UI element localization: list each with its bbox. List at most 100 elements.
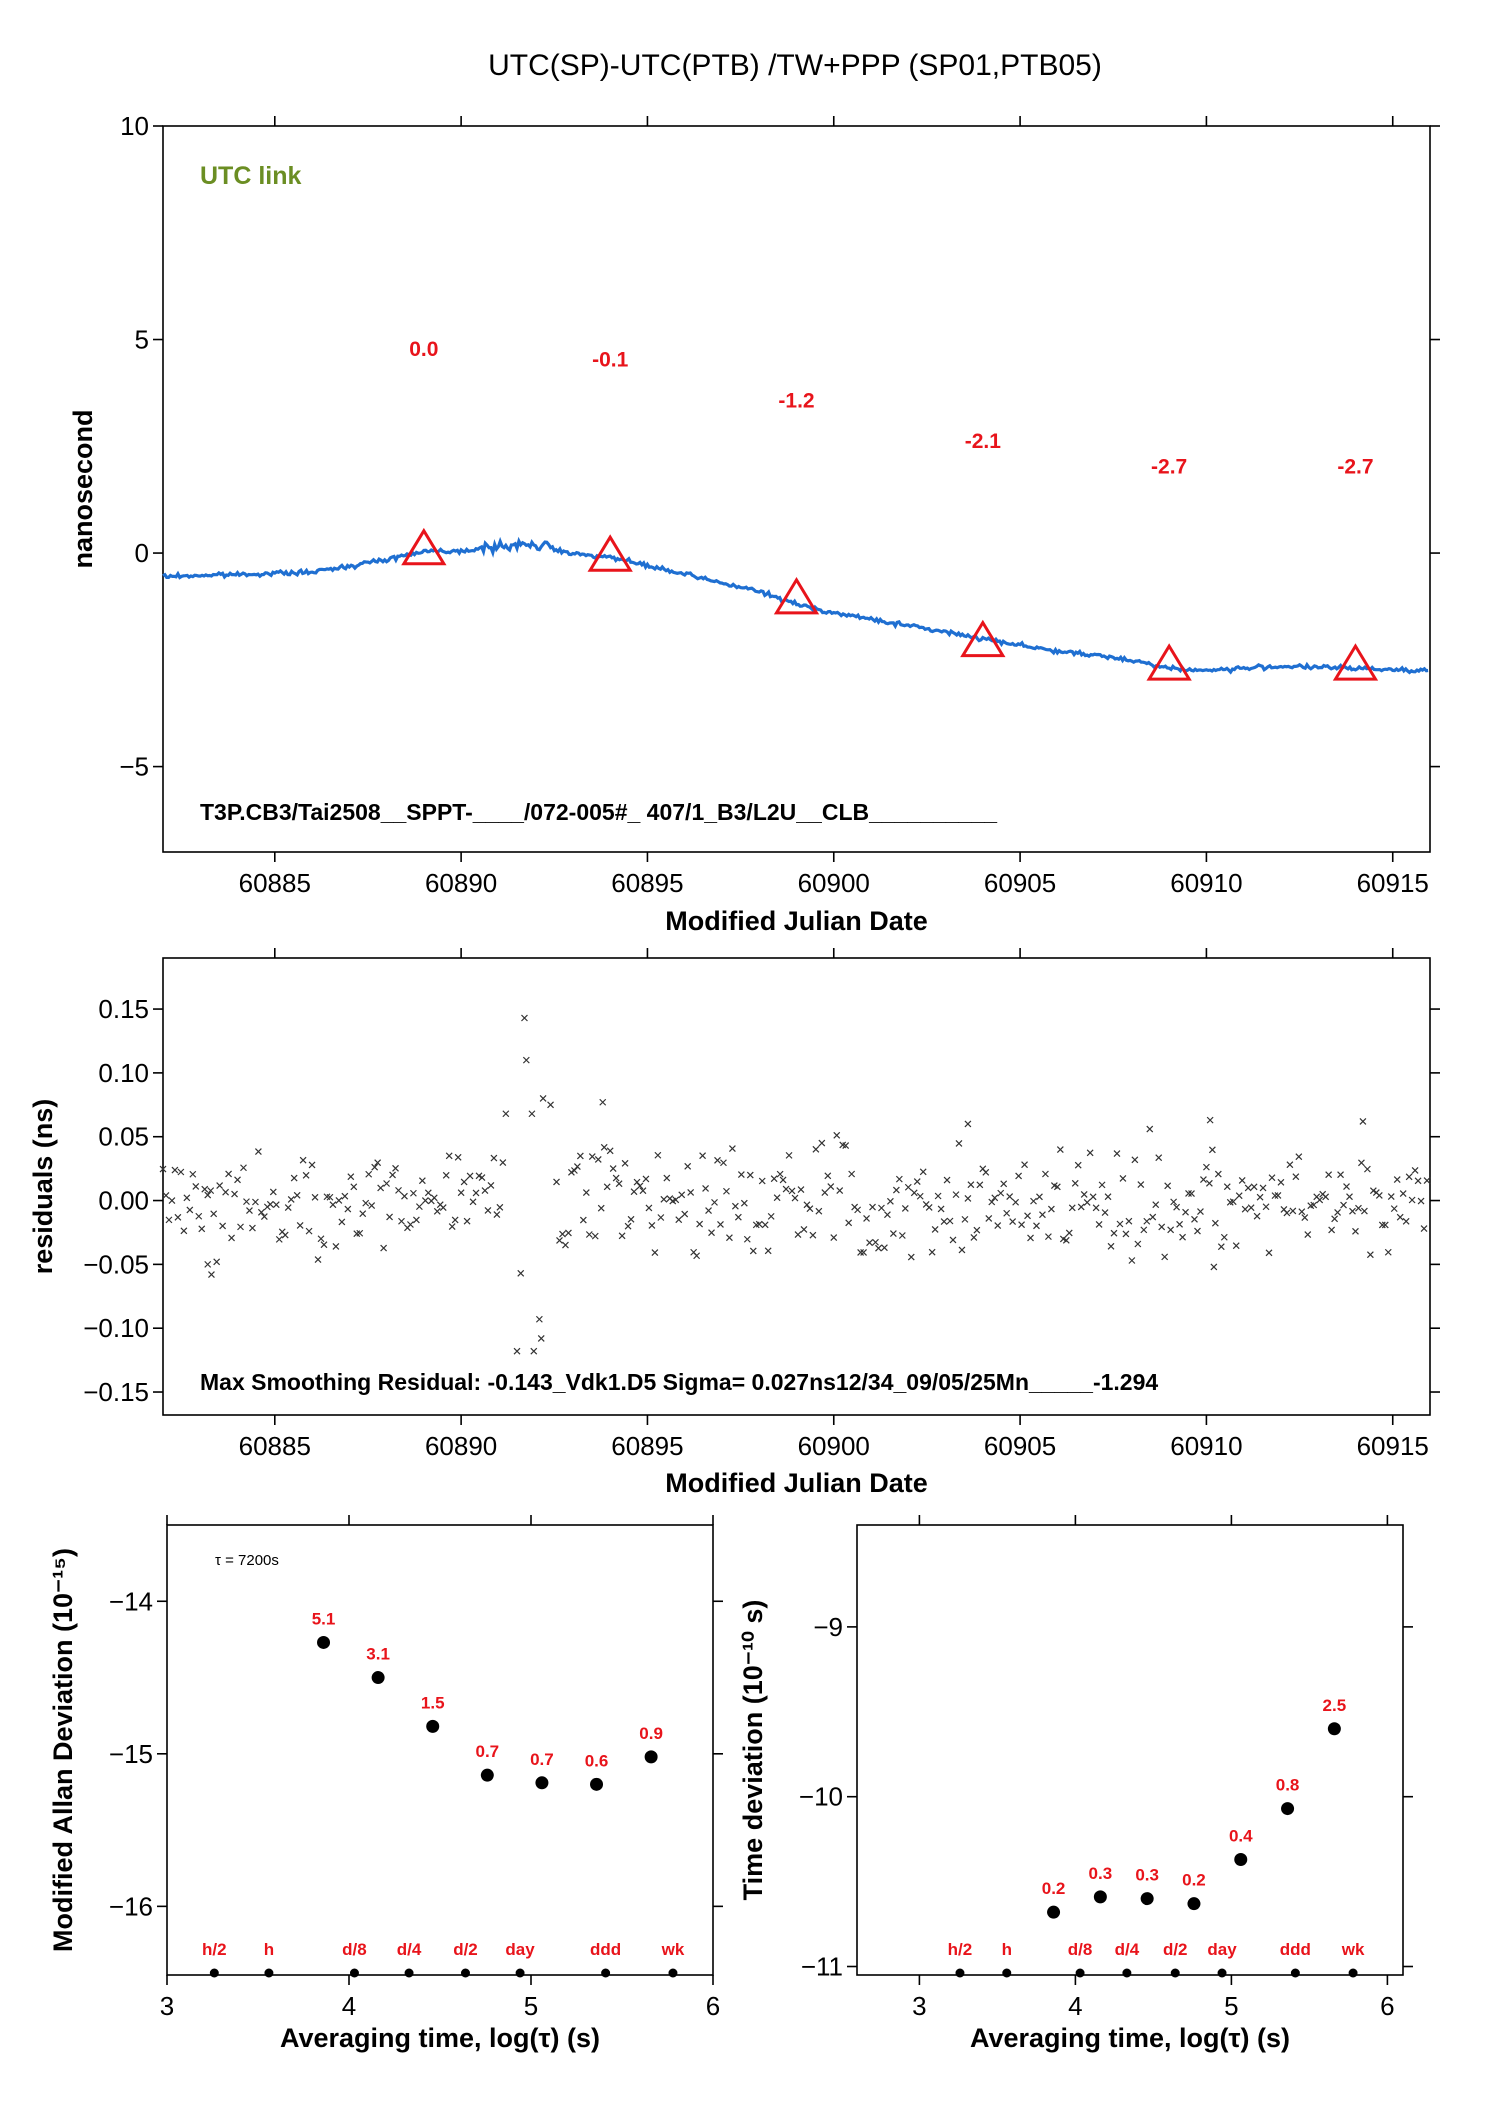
residual-point: [335, 1196, 343, 1204]
deviation-point: [644, 1750, 658, 1764]
residual-point: [1033, 1222, 1040, 1230]
residual-point: [1277, 1178, 1285, 1186]
residual-point: [251, 1198, 259, 1206]
residual-point: [639, 1187, 647, 1195]
y-tick-label: 0.00: [98, 1186, 149, 1216]
residual-point: [1369, 1187, 1377, 1195]
residual-point: [1006, 1193, 1014, 1201]
residual-point: [1143, 1217, 1151, 1225]
residual-point: [594, 1155, 602, 1163]
x-tick-label: 60915: [1357, 1431, 1429, 1461]
residual-point: [469, 1198, 477, 1206]
residual-point: [460, 1178, 468, 1186]
residual-point: [198, 1225, 206, 1233]
residual-point: [493, 1211, 501, 1219]
residual-point: [1077, 1203, 1085, 1211]
residual-point: [1265, 1249, 1273, 1257]
residual-point: [186, 1206, 194, 1214]
residual-point: [377, 1184, 385, 1192]
interval-marker: [955, 1968, 965, 1978]
residual-point: [1024, 1212, 1031, 1220]
residual-point: [573, 1163, 581, 1171]
residual-point: [934, 1192, 942, 1200]
interval-label: d/4: [1115, 1940, 1140, 1959]
x-axis-title: Modified Julian Date: [665, 1468, 928, 1498]
residual-point: [1414, 1177, 1422, 1185]
residual-point: [636, 1182, 644, 1190]
residual-point: [743, 1235, 751, 1243]
residual-point: [761, 1221, 769, 1229]
residual-point: [222, 1188, 230, 1196]
x-tick-label: 60885: [239, 868, 311, 898]
y-tick-label: −0.10: [83, 1313, 149, 1343]
residual-point: [499, 1159, 507, 1166]
residual-point: [1295, 1153, 1303, 1161]
residual-point: [478, 1174, 486, 1181]
residual-point: [1065, 1229, 1073, 1237]
residual-point: [585, 1231, 593, 1238]
residual-point: [1161, 1253, 1169, 1261]
residual-point: [1274, 1191, 1282, 1199]
deviation-point: [1281, 1802, 1295, 1816]
residual-point: [320, 1241, 328, 1249]
residual-point: [937, 1205, 945, 1213]
residual-point: [779, 1176, 787, 1184]
residual-point: [1149, 1213, 1157, 1221]
y-tick-label: 0.15: [98, 994, 149, 1024]
residual-point: [290, 1174, 298, 1182]
triangle-marker: [401, 527, 447, 566]
residual-point: [484, 1206, 492, 1214]
residual-point: [1056, 1146, 1064, 1153]
residual-point: [249, 1224, 256, 1232]
residual-point: [624, 1222, 632, 1230]
residual-point: [830, 1234, 838, 1242]
residual-point: [195, 1212, 203, 1220]
residual-point: [1158, 1223, 1166, 1231]
x-tick-label: 6: [706, 1991, 720, 2021]
residual-point: [827, 1183, 835, 1190]
residual-point: [1080, 1191, 1088, 1198]
residual-point: [964, 1195, 972, 1202]
interval-label: ddd: [590, 1940, 621, 1959]
residual-point: [863, 1214, 870, 1222]
deviation-point: [1327, 1722, 1341, 1736]
residual-stats-annotation: Max Smoothing Residual: -0.143_Vdk1.D5 S…: [200, 1369, 1158, 1395]
residual-point: [383, 1180, 391, 1187]
residual-point: [392, 1164, 399, 1172]
residual-point: [737, 1171, 745, 1178]
x-axis-title: Averaging time, log(τ) (s): [280, 2023, 600, 2053]
residual-point: [433, 1207, 441, 1215]
residual-point: [1137, 1181, 1145, 1189]
residual-point: [395, 1186, 402, 1194]
residual-point: [1366, 1251, 1374, 1259]
deviation-point: [371, 1671, 385, 1685]
deviation-point: [1234, 1853, 1248, 1867]
x-tick-label: 60900: [798, 868, 870, 898]
y-tick-label: −15: [109, 1739, 153, 1769]
residual-point: [1232, 1242, 1240, 1250]
residual-point: [1205, 1179, 1213, 1187]
residual-point: [627, 1215, 635, 1223]
interval-label: d/8: [1068, 1940, 1093, 1959]
residual-point: [1408, 1196, 1416, 1204]
marker-value-label: -1.2: [778, 389, 814, 412]
link-info-annotation: T3P.CB3/Tai2508__SPPT-____/072-005#_ 407…: [200, 799, 997, 825]
residual-point: [913, 1178, 921, 1186]
residual-point: [1036, 1193, 1043, 1201]
plot-frame: [162, 957, 1431, 1416]
residual-point: [1092, 1204, 1100, 1212]
deviation-point: [1187, 1897, 1201, 1911]
residual-point: [675, 1216, 683, 1224]
residual-point: [785, 1151, 793, 1159]
residual-point: [1387, 1193, 1395, 1200]
residual-point: [565, 1229, 572, 1237]
deviation-value-label: 0.8: [1276, 1776, 1300, 1795]
residual-point: [895, 1175, 903, 1183]
residual-point: [994, 1222, 1002, 1230]
deviation-point: [480, 1768, 494, 1782]
residual-point: [878, 1204, 885, 1212]
residual-point: [1214, 1170, 1222, 1178]
residual-point: [1128, 1257, 1136, 1264]
residual-point: [973, 1226, 981, 1234]
residual-point: [219, 1222, 227, 1230]
